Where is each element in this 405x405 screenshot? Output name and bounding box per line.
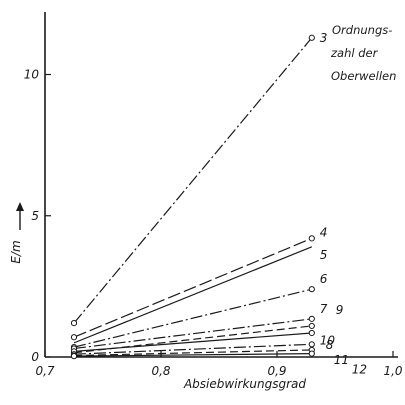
data-point-10: [308, 341, 315, 348]
curve-label-5: 5: [320, 248, 328, 262]
curve-label-10: 10: [320, 333, 336, 347]
series-line-12: [73, 353, 312, 357]
curve-label-9: 9: [336, 303, 344, 317]
data-point-9: [308, 322, 315, 330]
curve-label-11: 11: [334, 353, 349, 367]
data-point-6: [308, 286, 315, 293]
markers: [70, 34, 315, 360]
data-point-4: [308, 235, 315, 242]
data-point-12: [70, 353, 78, 360]
y-tick-label: 0: [31, 350, 39, 364]
series-lines: [73, 37, 313, 357]
axes: [44, 12, 398, 358]
series-line-11: [73, 349, 312, 357]
series-line-6: [73, 288, 312, 348]
x-tick-label: 0,7: [35, 364, 54, 378]
data-point-3: [308, 34, 315, 41]
data-point-8: [308, 329, 315, 337]
x-axis-label: Absiebwirkungsgrad: [183, 377, 306, 391]
data-point-4: [70, 334, 78, 341]
y-axis-arrow: [16, 202, 24, 230]
series-line-8: [73, 332, 312, 352]
curve-label-8: 8: [326, 338, 334, 352]
y-axis-label: E/m: [9, 240, 23, 263]
y-tick-label: 10: [24, 68, 40, 82]
series-line-5: [73, 246, 313, 344]
series-line-7: [73, 318, 312, 350]
x-tick-label: 0,9: [267, 364, 286, 378]
data-point-3: [70, 320, 78, 327]
series-line-3: [73, 37, 313, 324]
data-point-12: [308, 350, 315, 357]
curve-label-7: 7: [320, 302, 328, 316]
series-line-10: [73, 343, 312, 355]
y-axis-label-group: E/m: [9, 240, 23, 263]
x-tick-label: 0,8: [151, 364, 170, 378]
legend: Ordnungs- zahl der Oberwellen: [330, 23, 396, 83]
y-tick-label: 5: [31, 209, 39, 223]
x-tick-label: 1,0: [383, 364, 402, 378]
legend-line-2: zahl der: [330, 46, 379, 60]
curve-label-3: 3: [320, 31, 328, 45]
series-line-4: [73, 237, 313, 338]
curve-label-6: 6: [320, 272, 328, 286]
data-point-7: [308, 315, 315, 322]
curve-label-12: 12: [352, 363, 367, 377]
legend-line-1: Ordnungs-: [332, 23, 392, 37]
curve-label-4: 4: [320, 225, 328, 239]
legend-line-3: Oberwellen: [331, 69, 396, 83]
